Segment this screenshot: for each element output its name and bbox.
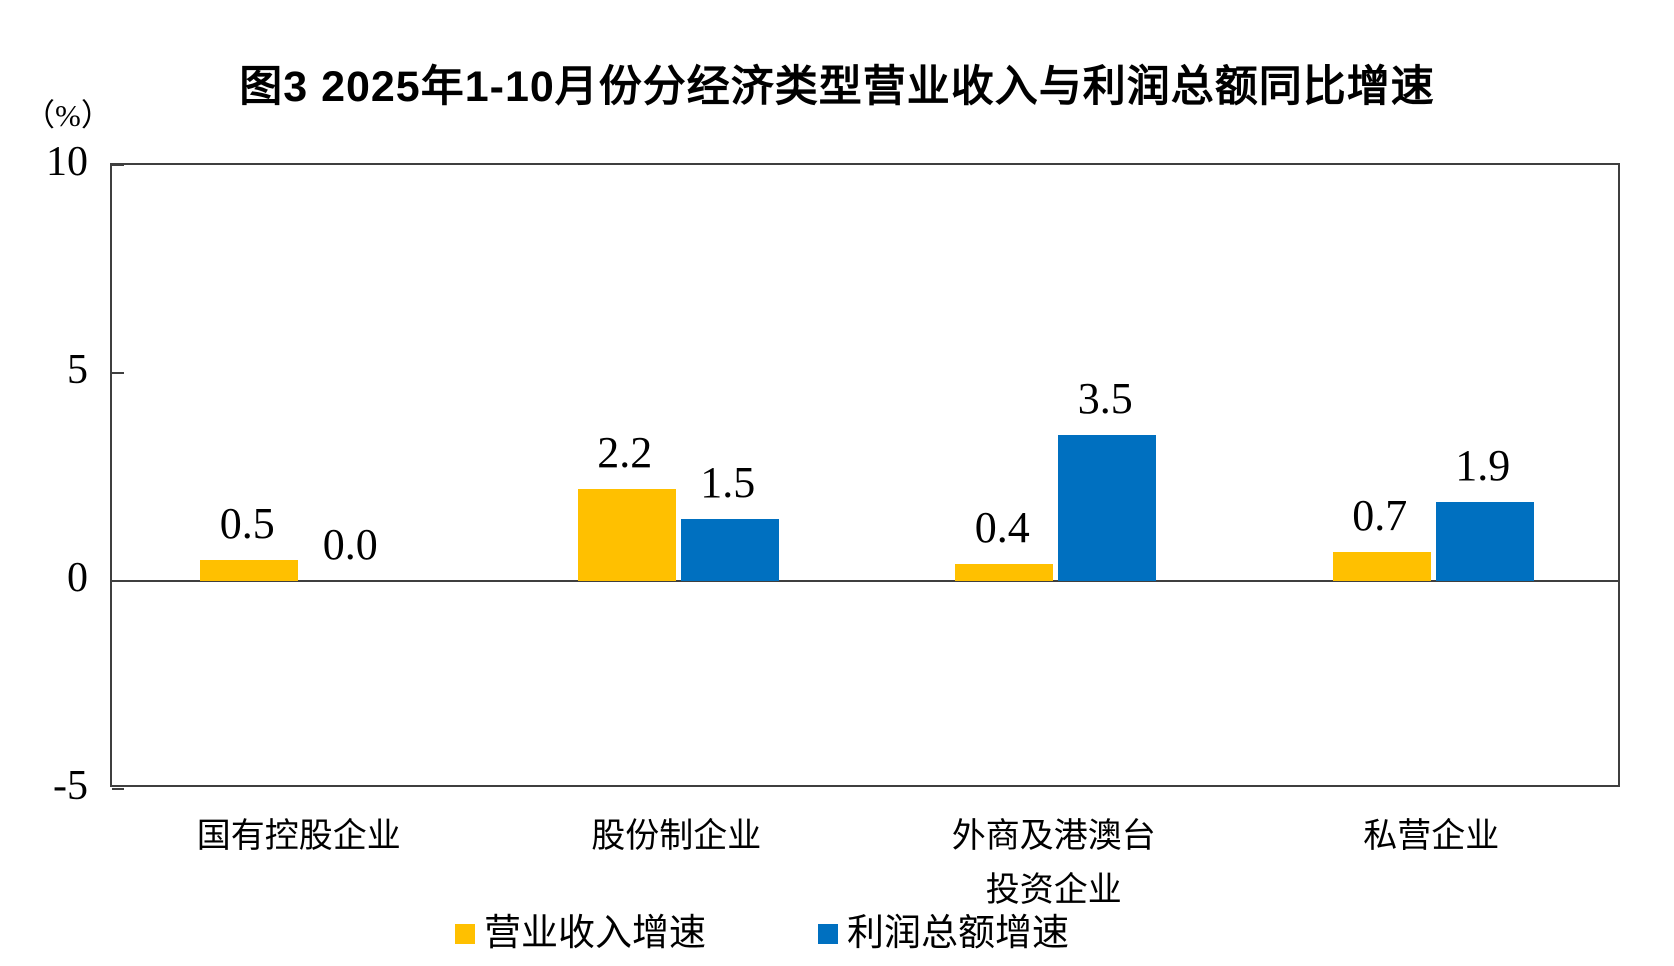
bar-value-label: 0.7 [1352, 490, 1408, 540]
bar-revenue-growth [577, 489, 676, 581]
legend-item: 利润总额增速 [818, 912, 1069, 956]
zero-line [112, 580, 1618, 582]
bar-profit-growth [680, 518, 779, 581]
bar-profit-growth [1058, 435, 1157, 581]
y-axis-tick-label: -5 [53, 763, 88, 809]
y-axis-tick-mark [112, 372, 124, 374]
bar-revenue-growth [1332, 551, 1431, 581]
x-axis-category-label: 私营企业 [1363, 818, 1500, 855]
y-axis-tick-label: 5 [67, 347, 88, 393]
bar-revenue-growth [200, 560, 299, 581]
legend-label: 营业收入增速 [484, 913, 706, 954]
y-axis-tick-mark [112, 788, 124, 790]
x-axis-category-label: 国有控股企业 [196, 818, 401, 855]
bar-value-label: 2.2 [597, 428, 653, 478]
legend-swatch-icon [818, 924, 838, 945]
y-axis-tick-mark [112, 580, 124, 582]
bar-revenue-growth [955, 564, 1054, 581]
chart-title: 图3 2025年1-10月份分经济类型营业收入与利润总额同比增速 [239, 63, 1435, 111]
x-axis-category-label: 股份制企业 [591, 818, 762, 855]
bar-value-label: 0.5 [219, 499, 275, 549]
bar-value-label: 0.0 [322, 520, 378, 569]
x-axis-category-label: 外商及港澳台 投资企业 [951, 818, 1156, 910]
bar-value-label: 3.5 [1077, 374, 1133, 424]
bar-value-label: 1.9 [1455, 440, 1511, 490]
bar-profit-growth [1435, 501, 1534, 581]
plot-area [110, 163, 1620, 790]
y-axis-tick-label: 0 [67, 555, 88, 601]
legend-swatch-icon [455, 924, 475, 945]
bar-value-label: 1.5 [700, 457, 756, 507]
legend-item: 营业收入增速 [455, 912, 706, 956]
y-axis-tick-mark [112, 164, 124, 166]
legend-label: 利润总额增速 [847, 913, 1069, 954]
legend: 营业收入增速 利润总额增速 [455, 912, 1069, 956]
y-axis-unit-label: （%） [24, 98, 112, 133]
y-axis-tick-label: 10 [46, 139, 88, 185]
bar-value-label: 0.4 [974, 503, 1030, 553]
